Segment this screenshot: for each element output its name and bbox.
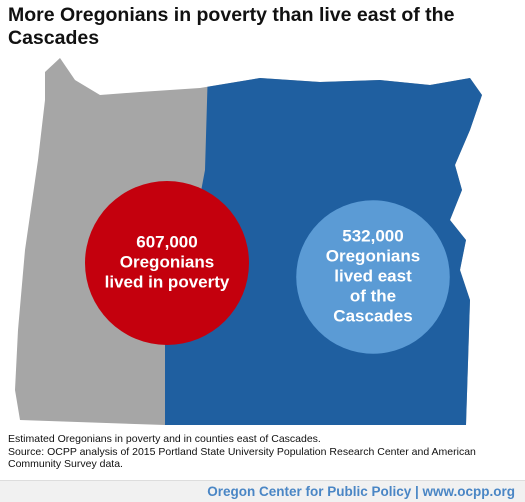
category-label: Cascades [333,306,412,325]
bubble [85,181,249,345]
category-label: Oregonians [326,246,420,265]
note: Estimated Oregonians in poverty and in c… [8,433,321,445]
notes: Estimated Oregonians in poverty and in c… [8,433,518,471]
footer-bar: Oregon Center for Public Policy | www.oc… [0,480,525,502]
oregon-map [15,58,482,425]
source: Source: OCPP analysis of 2015 Portland S… [8,445,476,471]
category-label: of the [350,286,396,305]
footer-text: Oregon Center for Public Policy | www.oc… [207,484,515,499]
value-label: 607,000 [136,232,197,251]
category-label: lived east [334,266,412,285]
value-label: 532,000 [342,226,403,245]
chart-title: More Oregonians in poverty than live eas… [8,4,455,49]
category-label: lived in poverty [105,272,230,291]
bubble [296,200,450,354]
category-label: Oregonians [120,252,214,271]
